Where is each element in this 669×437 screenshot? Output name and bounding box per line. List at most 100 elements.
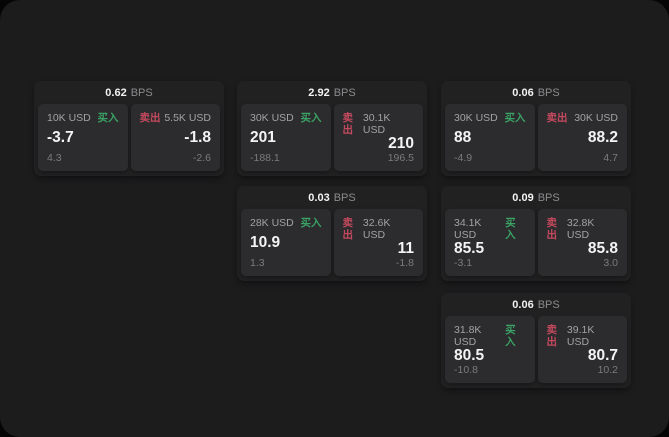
sell-panel-top: 卖出 32.8K USD (547, 217, 619, 241)
buy-panel-top: 34.1K USD 买入 (454, 217, 526, 241)
card-header: 0.03 BPS (237, 186, 427, 209)
bps-unit-label: BPS (130, 86, 153, 99)
bps-value: 2.92 (308, 86, 330, 99)
buy-amount: 31.8K USD (454, 324, 482, 348)
buy-panel[interactable]: 10K USD 买入 -3.7 4.3 (38, 104, 128, 171)
sell-delta: -1.8 (395, 257, 414, 269)
bps-value: 0.06 (512, 298, 534, 311)
bps-value: 0.62 (105, 86, 127, 99)
sell-price: 210 (388, 135, 414, 152)
bps-unit-label: BPS (537, 298, 560, 311)
buy-amount: 34.1K USD (454, 217, 482, 241)
sell-delta: 196.5 (387, 152, 414, 164)
quote-card-5: 0.09 BPS 34.1K USD 买入 85.5 -3.1 卖出 32.8K… (441, 186, 631, 281)
buy-panel-top: 30K USD 买入 (454, 112, 526, 124)
sell-amount: 32.6K USD (362, 217, 391, 241)
buy-price: 88 (454, 129, 472, 146)
quote-card-1: 0.62 BPS 10K USD 买入 -3.7 4.3 卖出 5.5K USD… (34, 81, 224, 176)
sell-price: 88.2 (587, 129, 618, 146)
bps-unit-label: BPS (537, 191, 560, 204)
card-header: 0.06 BPS (441, 293, 631, 316)
bps-value: 0.03 (308, 191, 330, 204)
bps-value: 0.09 (512, 191, 534, 204)
sell-price: -1.8 (184, 129, 211, 146)
buy-delta: -188.1 (250, 152, 280, 164)
sell-panel-top: 卖出 30K USD (547, 112, 619, 124)
bps-unit-label: BPS (537, 86, 560, 99)
buy-delta: -3.1 (454, 257, 473, 269)
buy-panel[interactable]: 30K USD 买入 201 -188.1 (241, 104, 331, 171)
bps-unit-label: BPS (333, 86, 356, 99)
sell-panel[interactable]: 卖出 30K USD 88.2 4.7 (537, 104, 627, 171)
sell-label: 卖出 (546, 112, 568, 124)
buy-label: 买入 (505, 324, 516, 348)
sell-amount: 32.8K USD (566, 217, 595, 241)
buy-panel-top: 10K USD 买入 (47, 112, 119, 124)
sell-panel-top: 卖出 32.6K USD (343, 217, 415, 241)
sell-price: 80.7 (587, 347, 618, 364)
sell-panel-top: 卖出 30.1K USD (343, 112, 415, 136)
buy-amount: 30K USD (454, 112, 498, 124)
buy-label: 买入 (300, 217, 322, 229)
buy-price: 201 (250, 129, 276, 146)
buy-panel[interactable]: 28K USD 买入 10.9 1.3 (241, 209, 331, 276)
quote-card-6: 0.06 BPS 31.8K USD 买入 80.5 -10.8 卖出 39.1… (441, 293, 631, 388)
sell-label: 卖出 (342, 112, 354, 136)
buy-label: 买入 (504, 112, 526, 124)
buy-label: 买入 (300, 112, 322, 124)
buy-amount: 10K USD (47, 112, 91, 124)
buy-delta: 4.3 (47, 152, 62, 164)
buy-price: 85.5 (454, 240, 485, 257)
sell-panel-top: 卖出 5.5K USD (140, 112, 212, 124)
sell-label: 卖出 (546, 217, 558, 241)
sell-panel[interactable]: 卖出 30.1K USD 210 196.5 (333, 104, 423, 171)
card-body: 30K USD 买入 88 -4.9 卖出 30K USD 88.2 4.7 (441, 104, 631, 171)
sell-panel[interactable]: 卖出 39.1K USD 80.7 10.2 (537, 316, 627, 383)
sell-delta: -2.6 (192, 152, 211, 164)
quote-card-2: 2.92 BPS 30K USD 买入 201 -188.1 卖出 30.1K … (237, 81, 427, 176)
buy-price: 80.5 (454, 347, 485, 364)
sell-amount: 39.1K USD (566, 324, 595, 348)
sell-panel[interactable]: 卖出 32.8K USD 85.8 3.0 (537, 209, 627, 276)
buy-panel[interactable]: 30K USD 买入 88 -4.9 (445, 104, 535, 171)
sell-panel[interactable]: 卖出 5.5K USD -1.8 -2.6 (130, 104, 220, 171)
buy-amount: 28K USD (250, 217, 294, 229)
bps-unit-label: BPS (333, 191, 356, 204)
sell-amount: 30K USD (574, 112, 618, 124)
buy-panel-top: 28K USD 买入 (250, 217, 322, 229)
card-body: 31.8K USD 买入 80.5 -10.8 卖出 39.1K USD 80.… (441, 316, 631, 383)
buy-panel-top: 30K USD 买入 (250, 112, 322, 124)
sell-panel[interactable]: 卖出 32.6K USD 11 -1.8 (333, 209, 423, 276)
card-body: 30K USD 买入 201 -188.1 卖出 30.1K USD 210 1… (237, 104, 427, 171)
card-header: 2.92 BPS (237, 81, 427, 104)
buy-panel-top: 31.8K USD 买入 (454, 324, 526, 348)
sell-price: 85.8 (587, 240, 618, 257)
card-body: 28K USD 买入 10.9 1.3 卖出 32.6K USD 11 -1.8 (237, 209, 427, 276)
buy-label: 买入 (97, 112, 119, 124)
bps-value: 0.06 (512, 86, 534, 99)
sell-panel-top: 卖出 39.1K USD (547, 324, 619, 348)
sell-amount: 30.1K USD (362, 112, 391, 136)
card-header: 0.06 BPS (441, 81, 631, 104)
card-header: 0.62 BPS (34, 81, 224, 104)
sell-delta: 3.0 (603, 257, 618, 269)
card-body: 34.1K USD 买入 85.5 -3.1 卖出 32.8K USD 85.8… (441, 209, 631, 276)
buy-delta: -4.9 (454, 152, 473, 164)
sell-amount: 5.5K USD (164, 112, 211, 124)
buy-panel[interactable]: 34.1K USD 买入 85.5 -3.1 (445, 209, 535, 276)
buy-amount: 30K USD (250, 112, 294, 124)
card-body: 10K USD 买入 -3.7 4.3 卖出 5.5K USD -1.8 -2.… (34, 104, 224, 171)
quote-card-4: 0.03 BPS 28K USD 买入 10.9 1.3 卖出 32.6K US… (237, 186, 427, 281)
quote-card-3: 0.06 BPS 30K USD 买入 88 -4.9 卖出 30K USD 8… (441, 81, 631, 176)
buy-label: 买入 (505, 217, 516, 241)
card-header: 0.09 BPS (441, 186, 631, 209)
buy-price: 10.9 (250, 234, 281, 251)
sell-delta: 10.2 (597, 364, 618, 376)
buy-panel[interactable]: 31.8K USD 买入 80.5 -10.8 (445, 316, 535, 383)
sell-label: 卖出 (546, 324, 558, 348)
sell-price: 11 (397, 240, 414, 257)
sell-label: 卖出 (139, 112, 161, 124)
buy-price: -3.7 (47, 129, 74, 146)
buy-delta: -10.8 (454, 364, 478, 376)
